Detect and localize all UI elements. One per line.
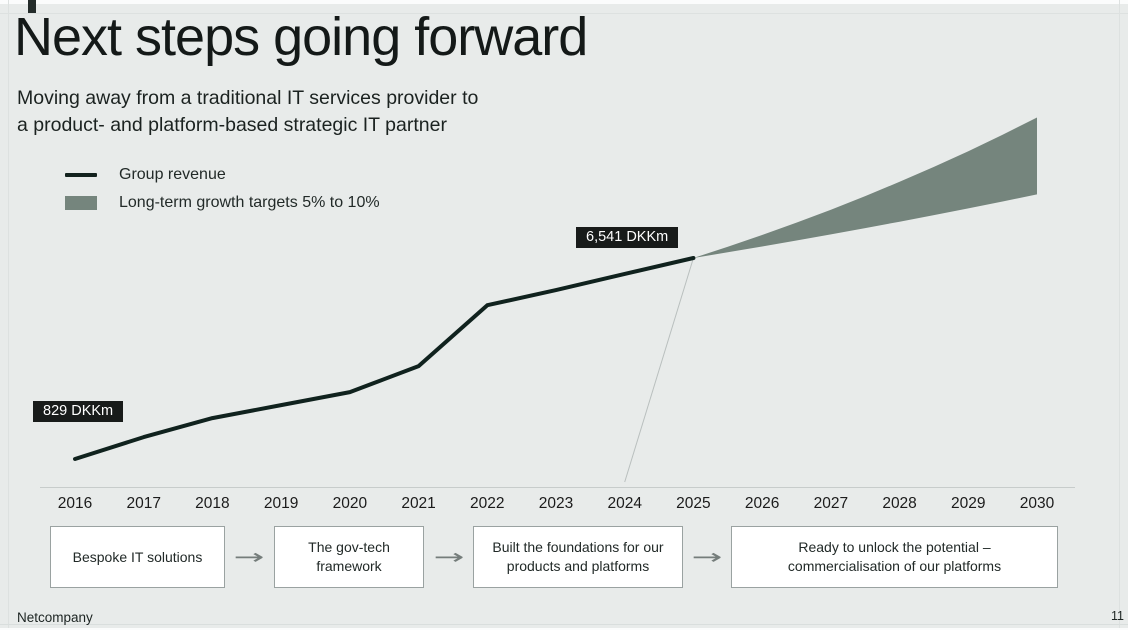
crop-mark-icon: [28, 0, 36, 13]
milestone-built-foundations: Built the foundations for our products a…: [473, 526, 683, 588]
subtitle-line-2: a product- and platform-based strategic …: [17, 114, 447, 137]
x-axis-tick-2016: 2016: [57, 495, 93, 512]
right-arrow-icon: →: [233, 545, 265, 569]
x-axis-tick-2030: 2030: [1019, 495, 1055, 512]
right-arrow-icon: →: [433, 545, 465, 569]
x-axis-tick-2025: 2025: [676, 495, 711, 512]
milestone-ready-to-unlock: Ready to unlock the potential – commerci…: [731, 526, 1058, 588]
guide-line-left: [8, 0, 9, 630]
legend-label: Long-term growth targets 5% to 10%: [119, 194, 380, 211]
milestone-gov-tech-framework: The gov-tech framework: [274, 526, 424, 588]
guide-line-right: [1119, 0, 1120, 630]
x-axis-tick-2018: 2018: [195, 495, 230, 512]
chart-legend: Group revenue Long-term growth targets 5…: [65, 165, 380, 221]
x-axis-tick-2029: 2029: [951, 495, 986, 512]
x-axis-tick-2028: 2028: [882, 495, 917, 512]
subtitle-line-1: Moving away from a traditional IT servic…: [17, 87, 479, 109]
legend-item-growth-targets: Long-term growth targets 5% to 10%: [65, 193, 380, 213]
x-axis-tick-2026: 2026: [744, 495, 780, 512]
x-axis-tick-2027: 2027: [813, 495, 849, 512]
page-edge-top: [0, 0, 1128, 4]
x-axis-tick-2017: 2017: [126, 495, 161, 512]
data-label-6541-dkkm: 6,541 DKKm: [576, 227, 679, 248]
page-edge-bottom: [0, 628, 1128, 630]
page-title: Next steps going forward: [14, 7, 588, 67]
x-axis-tick-2024: 2024: [607, 495, 642, 512]
annotation-leader-line: [624, 257, 694, 483]
page-subtitle: Moving away from a traditional IT servic…: [17, 85, 478, 140]
guide-line-bottom: [0, 624, 1128, 625]
legend-item-group-revenue: Group revenue: [65, 165, 380, 185]
x-axis-tick-2020: 2020: [332, 495, 368, 512]
right-arrow-icon: →: [691, 545, 723, 569]
footer-page-number: 11: [1111, 609, 1124, 623]
group-revenue-line: [73, 256, 696, 461]
data-label-829-dkkm: 829 DKKm: [33, 401, 124, 422]
x-axis-line: [40, 487, 1075, 488]
guide-line-top: [0, 13, 1128, 14]
legend-label: Group revenue: [119, 166, 226, 183]
x-axis-tick-2021: 2021: [401, 495, 436, 512]
x-axis-tick-2019: 2019: [263, 495, 299, 512]
line-swatch-icon: [65, 173, 97, 177]
x-axis-tick-2023: 2023: [538, 495, 574, 512]
growth-target-fan: [693, 117, 1037, 258]
milestone-bespoke-it-solutions: Bespoke IT solutions: [50, 526, 225, 588]
area-swatch-icon: [65, 196, 97, 210]
footer-company-name: Netcompany: [17, 610, 93, 625]
x-axis-tick-2022: 2022: [470, 495, 505, 512]
